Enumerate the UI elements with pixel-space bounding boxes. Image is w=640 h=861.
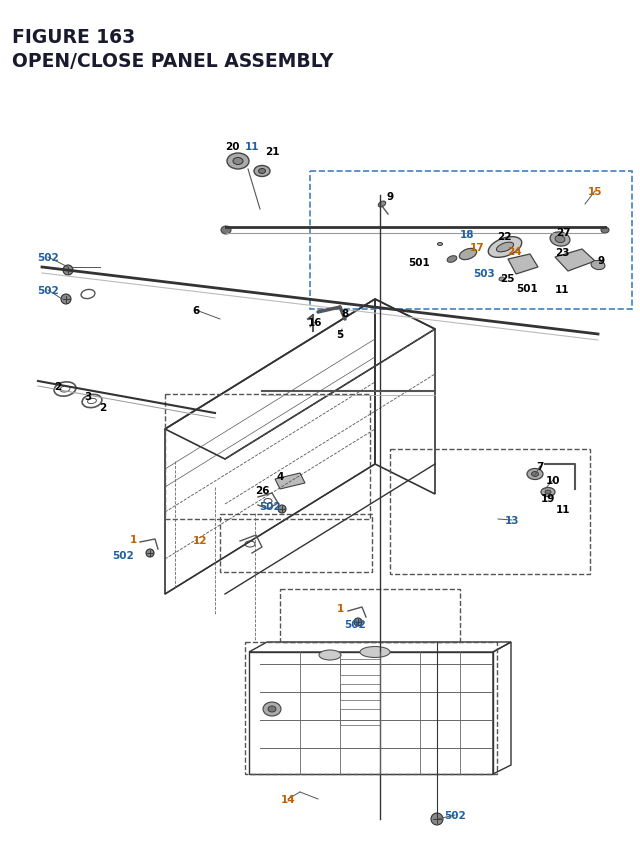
Bar: [340, 709, 380, 725]
Circle shape: [146, 549, 154, 557]
Text: 3: 3: [84, 392, 92, 401]
Text: 15: 15: [588, 187, 602, 197]
Text: 503: 503: [473, 269, 495, 279]
Ellipse shape: [541, 488, 555, 497]
Text: 501: 501: [408, 257, 430, 268]
Text: 7: 7: [536, 461, 544, 472]
Text: 11: 11: [555, 285, 569, 294]
Text: 502: 502: [37, 253, 59, 263]
Text: 12: 12: [193, 536, 207, 545]
Ellipse shape: [378, 201, 386, 208]
Text: FIGURE 163: FIGURE 163: [12, 28, 135, 47]
Text: 502: 502: [112, 550, 134, 561]
Ellipse shape: [545, 491, 551, 494]
Bar: [340, 660, 380, 675]
Text: 501: 501: [516, 283, 538, 294]
Ellipse shape: [360, 647, 390, 658]
Polygon shape: [555, 250, 595, 272]
Ellipse shape: [550, 232, 570, 247]
Ellipse shape: [488, 238, 522, 258]
Bar: [310, 172, 632, 310]
Circle shape: [278, 505, 286, 513]
Ellipse shape: [555, 236, 565, 244]
Ellipse shape: [601, 228, 609, 233]
Text: 2: 2: [99, 403, 107, 412]
Circle shape: [61, 294, 71, 305]
Ellipse shape: [319, 650, 341, 660]
Ellipse shape: [263, 703, 281, 716]
Bar: [390, 449, 590, 574]
Text: 502: 502: [259, 501, 281, 511]
Text: 27: 27: [556, 228, 570, 238]
Ellipse shape: [221, 226, 231, 235]
Text: 1: 1: [337, 604, 344, 613]
Ellipse shape: [259, 170, 266, 174]
Ellipse shape: [591, 261, 605, 270]
Ellipse shape: [499, 278, 505, 282]
Text: 19: 19: [541, 493, 555, 504]
Text: 9: 9: [387, 192, 394, 201]
Ellipse shape: [527, 469, 543, 480]
Text: 502: 502: [37, 286, 59, 295]
Text: 10: 10: [546, 475, 560, 486]
Text: 26: 26: [255, 486, 269, 495]
Polygon shape: [275, 474, 305, 489]
Text: 11: 11: [244, 142, 259, 152]
Text: 17: 17: [470, 243, 484, 253]
Text: 14: 14: [281, 794, 295, 804]
Ellipse shape: [438, 243, 442, 246]
Text: 5: 5: [337, 330, 344, 339]
Text: 13: 13: [505, 516, 519, 525]
Polygon shape: [508, 255, 538, 275]
Circle shape: [63, 266, 73, 276]
Text: 1: 1: [129, 535, 136, 544]
Ellipse shape: [268, 706, 276, 712]
Circle shape: [354, 618, 362, 626]
Text: 22: 22: [497, 232, 511, 242]
Bar: [220, 514, 372, 573]
Bar: [245, 642, 497, 774]
Text: 6: 6: [193, 306, 200, 316]
Ellipse shape: [447, 257, 457, 263]
Ellipse shape: [497, 243, 513, 252]
Text: 502: 502: [344, 619, 366, 629]
Ellipse shape: [460, 249, 477, 260]
Text: 4: 4: [276, 472, 284, 481]
Text: 502: 502: [444, 810, 466, 820]
Text: 24: 24: [507, 247, 522, 257]
Ellipse shape: [233, 158, 243, 165]
Text: 21: 21: [265, 147, 279, 157]
Text: 9: 9: [597, 256, 605, 266]
Ellipse shape: [531, 472, 538, 477]
Ellipse shape: [254, 166, 270, 177]
Text: 8: 8: [341, 308, 349, 319]
Bar: [340, 684, 380, 700]
Text: 2: 2: [54, 381, 61, 392]
Ellipse shape: [227, 154, 249, 170]
Text: 11: 11: [556, 505, 570, 514]
Bar: [280, 589, 460, 642]
Text: OPEN/CLOSE PANEL ASSEMBLY: OPEN/CLOSE PANEL ASSEMBLY: [12, 52, 333, 71]
Text: 16: 16: [308, 318, 323, 328]
Text: 23: 23: [555, 248, 569, 257]
Circle shape: [431, 813, 443, 825]
Bar: [165, 394, 370, 519]
Text: 18: 18: [460, 230, 474, 239]
Text: 25: 25: [500, 274, 515, 283]
Text: 20: 20: [225, 142, 239, 152]
